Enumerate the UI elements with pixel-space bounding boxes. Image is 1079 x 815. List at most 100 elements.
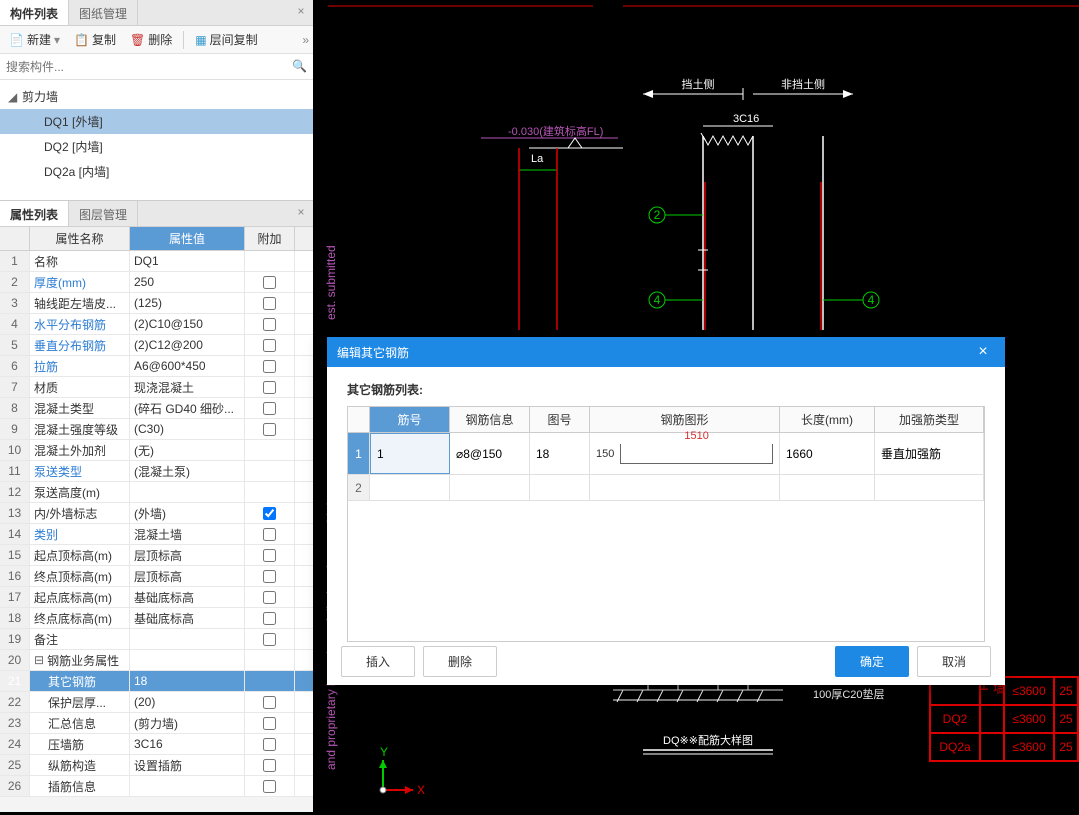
prop-checkbox-18[interactable] [263, 612, 276, 625]
prop-checkbox-16[interactable] [263, 570, 276, 583]
copy-button[interactable]: 📋复制 [69, 28, 121, 51]
red-summary-table: 墙H≤360025 DQ2≤360025 DQ2a≤360025 [929, 676, 1079, 762]
dialog-title: 编辑其它钢筋 [337, 344, 409, 361]
prop-checkbox-13[interactable] [263, 507, 276, 520]
prop-row-16[interactable]: 16终点顶标高(m)层顶标高 [0, 566, 313, 587]
prop-header-name: 属性名称 [30, 227, 130, 250]
dlg-rownum-1[interactable]: 1 [348, 433, 370, 474]
dlg-cell-type[interactable]: 垂直加强筋 [875, 433, 984, 474]
props-close-icon[interactable]: × [293, 205, 309, 221]
prop-row-12[interactable]: 12泵送高度(m) [0, 482, 313, 503]
prop-row-10[interactable]: 10混凝土外加剂(无) [0, 440, 313, 461]
new-button[interactable]: 📄新建▾ [4, 28, 65, 51]
prop-checkbox-15[interactable] [263, 549, 276, 562]
prop-header-extra: 附加 [245, 227, 295, 250]
svg-text:非挡土侧: 非挡土侧 [781, 77, 825, 91]
prop-checkbox-24[interactable] [263, 738, 276, 751]
prop-row-15[interactable]: 15起点顶标高(m)层顶标高 [0, 545, 313, 566]
dlg-th-id[interactable]: 筋号 [370, 407, 450, 432]
dlg-th-info[interactable]: 钢筋信息 [450, 407, 530, 432]
prop-row-4[interactable]: 4水平分布钢筋(2)C10@150 [0, 314, 313, 335]
prop-row-9[interactable]: 9混凝土强度等级(C30) [0, 419, 313, 440]
svg-text:est. submitted: est. submitted [324, 245, 338, 320]
prop-row-24[interactable]: 24压墙筋3C16 [0, 734, 313, 755]
search-icon[interactable]: 🔍 [292, 59, 307, 73]
prop-row-25[interactable]: 25纵筋构造设置插筋 [0, 755, 313, 776]
prop-checkbox-17[interactable] [263, 591, 276, 604]
prop-row-2[interactable]: 2厚度(mm)250 [0, 272, 313, 293]
prop-checkbox-26[interactable] [263, 780, 276, 793]
tree-item-dq2a[interactable]: DQ2a [内墙] [0, 159, 313, 184]
dlg-th-len[interactable]: 长度(mm) [780, 407, 875, 432]
dlg-cell-id[interactable]: 1 [370, 433, 450, 474]
prop-checkbox-9[interactable] [263, 423, 276, 436]
prop-row-23[interactable]: 23汇总信息(剪力墙) [0, 713, 313, 734]
search-input[interactable] [0, 54, 313, 79]
prop-checkbox-19[interactable] [263, 633, 276, 646]
prop-checkbox-8[interactable] [263, 402, 276, 415]
svg-text:La: La [531, 153, 544, 165]
toolbar-expand-icon[interactable]: » [302, 33, 309, 47]
dlg-th-type[interactable]: 加强筋类型 [875, 407, 984, 432]
dlg-cell-len[interactable]: 1660 [780, 433, 875, 474]
svg-text:3C16: 3C16 [733, 113, 759, 125]
tree-root-shearwall[interactable]: ◢剪力墙 [0, 84, 313, 109]
tab-component-list[interactable]: 构件列表 [0, 0, 69, 25]
prop-row-8[interactable]: 8混凝土类型(碎石 GD40 细砂... [0, 398, 313, 419]
prop-checkbox-6[interactable] [263, 360, 276, 373]
ok-button[interactable]: 确定 [835, 646, 909, 677]
tab-drawing-mgmt[interactable]: 图纸管理 [69, 0, 138, 25]
svg-text:挡土侧: 挡土侧 [682, 77, 715, 91]
dlg-rownum-2[interactable]: 2 [348, 475, 370, 500]
tab-layer-mgmt[interactable]: 图层管理 [69, 201, 138, 226]
prop-row-17[interactable]: 17起点底标高(m)基础底标高 [0, 587, 313, 608]
prop-row-14[interactable]: 14类别混凝土墙 [0, 524, 313, 545]
prop-row-19[interactable]: 19备注 [0, 629, 313, 650]
edit-rebar-dialog: 编辑其它钢筋 × 其它钢筋列表: 筋号 钢筋信息 图号 钢筋图形 长度(mm) … [327, 337, 1005, 685]
prop-checkbox-3[interactable] [263, 297, 276, 310]
svg-text:4: 4 [868, 293, 875, 307]
prop-checkbox-2[interactable] [263, 276, 276, 289]
svg-text:Y: Y [380, 745, 388, 759]
prop-row-6[interactable]: 6拉筋A6@600*450 [0, 356, 313, 377]
prop-checkbox-23[interactable] [263, 717, 276, 730]
delete-button-dlg[interactable]: 删除 [423, 646, 497, 677]
delete-button[interactable]: 🗑删除 [125, 28, 177, 51]
prop-row-11[interactable]: 11泵送类型(混凝土泵) [0, 461, 313, 482]
prop-row-22[interactable]: 22保护层厚...(20) [0, 692, 313, 713]
prop-checkbox-4[interactable] [263, 318, 276, 331]
prop-checkbox-14[interactable] [263, 528, 276, 541]
prop-checkbox-7[interactable] [263, 381, 276, 394]
svg-text:-0.030(建筑标高FL): -0.030(建筑标高FL) [508, 124, 603, 138]
prop-checkbox-5[interactable] [263, 339, 276, 352]
edit-icon[interactable]: ⋯ [230, 676, 240, 687]
prop-header-value: 属性值 [130, 227, 245, 250]
prop-row-3[interactable]: 3轴线距左墙皮...(125) [0, 293, 313, 314]
tab-prop-list[interactable]: 属性列表 [0, 201, 69, 226]
dialog-close-icon[interactable]: × [971, 340, 995, 364]
prop-row-7[interactable]: 7材质现浇混凝土 [0, 377, 313, 398]
cancel-button[interactable]: 取消 [917, 646, 991, 677]
tree-toggle-icon[interactable]: ◢ [8, 90, 18, 104]
dlg-cell-info[interactable]: ⌀8@150 [450, 433, 530, 474]
prop-row-21[interactable]: 21其它钢筋18⋯ [0, 671, 313, 692]
svg-text:X: X [417, 783, 425, 797]
prop-row-18[interactable]: 18终点底标高(m)基础底标高 [0, 608, 313, 629]
prop-row-26[interactable]: 26插筋信息 [0, 776, 313, 797]
prop-row-20[interactable]: 20⊟钢筋业务属性 [0, 650, 313, 671]
prop-row-5[interactable]: 5垂直分布钢筋(2)C12@200 [0, 335, 313, 356]
dlg-th-rownum [348, 407, 370, 432]
dlg-th-fig[interactable]: 图号 [530, 407, 590, 432]
insert-button[interactable]: 插入 [341, 646, 415, 677]
tree-item-dq1[interactable]: DQ1 [外墙] [0, 109, 313, 134]
prop-row-1[interactable]: 1名称DQ1 [0, 251, 313, 272]
panel-close-icon[interactable]: × [293, 4, 309, 20]
dlg-cell-shape[interactable]: 150 1510 [590, 433, 780, 474]
dlg-th-shape[interactable]: 钢筋图形 [590, 407, 780, 432]
layer-copy-button[interactable]: ▦层间复制 [190, 28, 262, 51]
prop-row-13[interactable]: 13内/外墙标志(外墙) [0, 503, 313, 524]
prop-checkbox-25[interactable] [263, 759, 276, 772]
tree-item-dq2[interactable]: DQ2 [内墙] [0, 134, 313, 159]
dlg-cell-fig[interactable]: 18 [530, 433, 590, 474]
prop-checkbox-22[interactable] [263, 696, 276, 709]
